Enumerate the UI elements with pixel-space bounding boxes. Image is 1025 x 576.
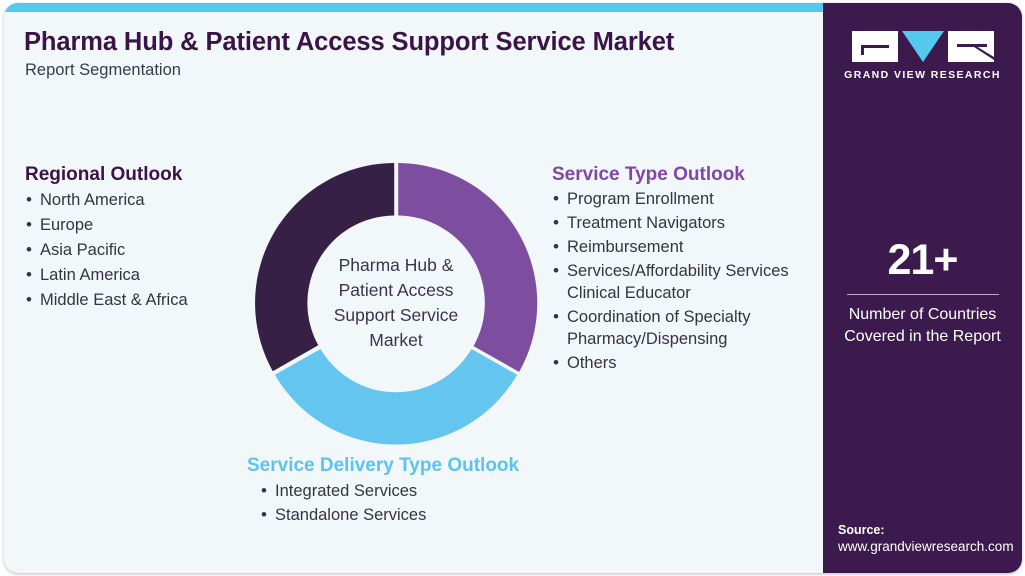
donut-chart-svg [255, 163, 538, 445]
stat-label: Number of Countries Covered in the Repor… [823, 304, 1022, 348]
service-delivery-outlook-heading: Service Delivery Type Outlook [247, 455, 520, 476]
donut-chart: Pharma Hub & Patient Access Support Serv… [251, 158, 541, 448]
regional-outlook-list: North America Europe Asia Pacific Latin … [25, 188, 265, 313]
list-item: Program Enrollment [552, 188, 844, 211]
regional-outlook-heading: Regional Outlook [25, 164, 183, 185]
logo-v-icon [901, 31, 944, 62]
list-item: Latin America [25, 263, 265, 288]
list-item: Asia Pacific [25, 238, 265, 263]
logo-g-icon [851, 31, 898, 62]
list-item: Middle East & Africa [25, 288, 265, 313]
top-accent-bar [4, 3, 823, 12]
list-item: Integrated Services [260, 479, 577, 504]
list-item: Standalone Services [260, 503, 577, 528]
donut-segment-regional[interactable] [255, 163, 395, 372]
list-item: Europe [25, 213, 265, 238]
list-item: Others [552, 352, 844, 375]
brand-logo: GRAND VIEW RESEARCH [823, 31, 1022, 81]
service-delivery-outlook-list: Integrated Services Standalone Services [247, 479, 577, 528]
page-subtitle: Report Segmentation [25, 61, 181, 79]
side-panel: GRAND VIEW RESEARCH 21+ Number of Countr… [823, 3, 1022, 573]
page-title: Pharma Hub & Patient Access Support Serv… [24, 28, 675, 56]
logo-wordmark: GRAND VIEW RESEARCH [844, 69, 1001, 81]
source-url[interactable]: www.grandviewresearch.com [838, 539, 1014, 554]
list-item: Coordination of Specialty Pharmacy/Dispe… [552, 306, 844, 351]
source-title: Source: [838, 523, 885, 537]
donut-segment-service-type[interactable] [398, 163, 538, 372]
list-item: Treatment Navigators [552, 212, 844, 235]
stat-value: 21+ [887, 236, 959, 284]
service-type-outlook-heading: Service Type Outlook [552, 164, 745, 185]
stat-label-line-2: Covered in the Report [844, 327, 1001, 345]
service-type-outlook-block: Service Type Outlook Program Enrollment … [552, 164, 844, 377]
list-item: Reimbursement [552, 236, 844, 259]
source-block: Source: www.grandviewresearch.com [838, 523, 1022, 554]
list-item: Services/Affordability Services Clinical… [552, 260, 844, 305]
service-type-outlook-list: Program Enrollment Treatment Navigators … [552, 188, 844, 375]
stat-label-line-1: Number of Countries [848, 306, 997, 323]
country-stat: 21+ Number of Countries Covered in the R… [823, 239, 1022, 348]
infographic-card: Pharma Hub & Patient Access Support Serv… [4, 3, 1022, 573]
stat-divider [846, 294, 999, 295]
logo-marks [851, 31, 994, 62]
list-item: North America [25, 188, 265, 213]
logo-r-icon [947, 31, 994, 62]
service-delivery-outlook-block: Service Delivery Type Outlook Integrated… [247, 455, 577, 529]
donut-segment-service-delivery[interactable] [274, 349, 518, 445]
regional-outlook-block: Regional Outlook North America Europe As… [25, 164, 265, 314]
